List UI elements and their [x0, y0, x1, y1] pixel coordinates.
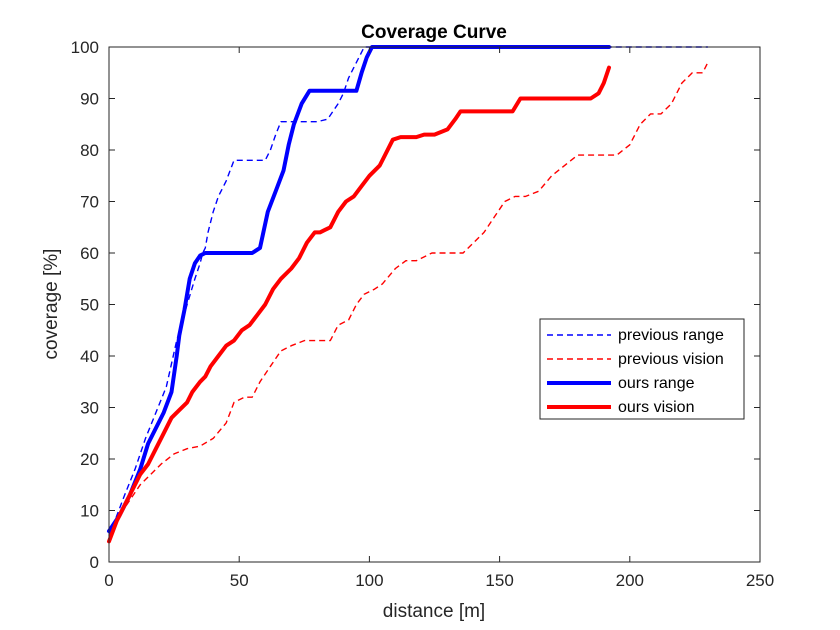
- y-tick-label: 0: [90, 553, 99, 572]
- chart-title: Coverage Curve: [361, 22, 507, 43]
- y-tick-label: 90: [80, 90, 99, 109]
- legend-label-previous-vision: previous vision: [618, 351, 724, 368]
- x-axis-label: distance [m]: [383, 601, 485, 622]
- y-tick-label: 50: [80, 296, 99, 315]
- y-tick-label: 60: [80, 244, 99, 263]
- series-layer: [107, 45, 709, 544]
- x-tick-label: 50: [230, 571, 249, 590]
- x-tick-label: 250: [746, 571, 774, 590]
- y-tick-label: 20: [80, 450, 99, 469]
- tick-layer: 0 50 100 150 200 250 0 10 20 30 40 50 60 70 80 90 100: [71, 38, 775, 590]
- legend-box: [539, 318, 745, 420]
- y-tick-label: 40: [80, 347, 99, 366]
- x-tick-label: 200: [616, 571, 644, 590]
- x-tick-label: 150: [485, 571, 513, 590]
- x-tick-label: 100: [355, 571, 383, 590]
- series-line-ours-vision: [107, 65, 611, 544]
- legend: previous range previous vision ours range o…: [539, 318, 745, 420]
- y-tick-label: 30: [80, 399, 99, 418]
- legend-label-ours-range: ours range: [618, 375, 695, 392]
- legend-label-ours-vision: ours vision: [618, 399, 694, 416]
- plot-area: [109, 47, 760, 562]
- y-tick-label: 10: [80, 502, 99, 521]
- series-line-ours-range: [107, 45, 611, 534]
- y-tick-label: 70: [80, 193, 99, 212]
- y-tick-label: 80: [80, 141, 99, 160]
- y-axis-label: coverage [%]: [41, 249, 62, 360]
- series-line-previous-range: [108, 46, 708, 537]
- y-tick-label: 100: [71, 38, 99, 57]
- legend-label-previous-range: previous range: [618, 327, 724, 344]
- x-tick-label: 0: [104, 571, 113, 590]
